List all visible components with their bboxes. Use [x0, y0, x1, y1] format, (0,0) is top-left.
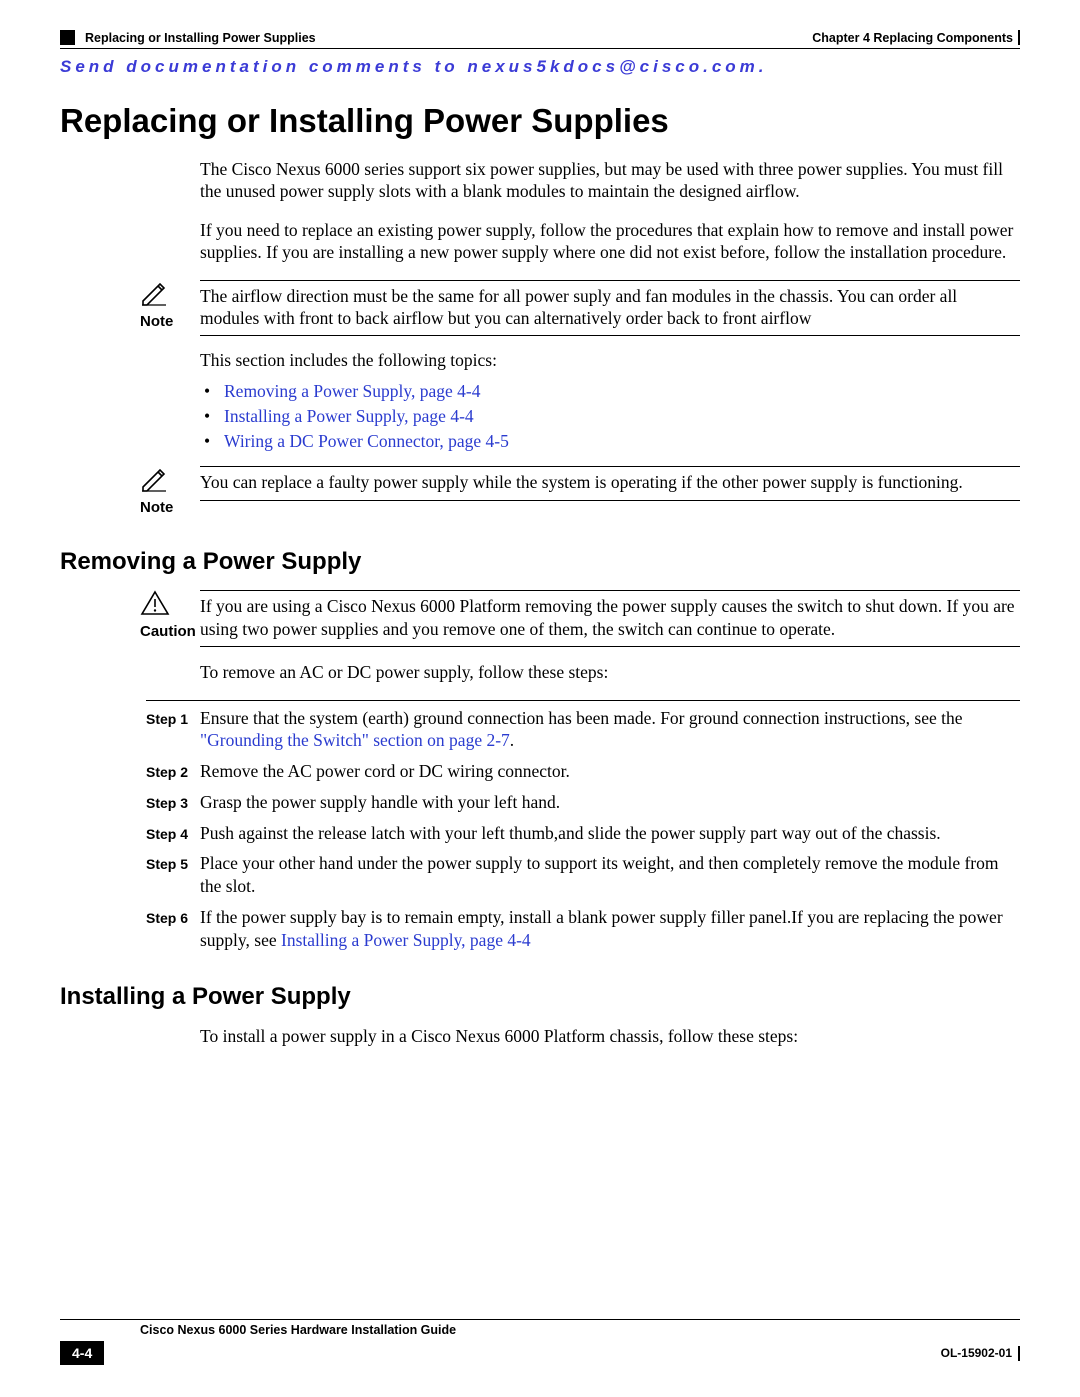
footer-divider-icon [1018, 1346, 1020, 1361]
intro-paragraph-1: The Cisco Nexus 6000 series support six … [200, 158, 1020, 203]
page-footer: Cisco Nexus 6000 Series Hardware Install… [60, 1319, 1020, 1365]
note-icon-column: Note [60, 280, 200, 330]
note-label: Note [140, 499, 200, 516]
step-label: Step 4 [146, 822, 200, 843]
remove-intro-text: To remove an AC or DC power supply, foll… [200, 661, 1020, 683]
header-square-icon [60, 30, 75, 45]
step-label: Step 2 [146, 760, 200, 781]
steps-rule [146, 700, 1020, 701]
header-left-block: Replacing or Installing Power Supplies [60, 30, 316, 45]
page-title: Replacing or Installing Power Supplies [60, 102, 1020, 140]
step-row: Step 2 Remove the AC power cord or DC wi… [146, 760, 1020, 783]
pencil-icon [140, 466, 168, 497]
step-row: Step 6 If the power supply bay is to rem… [146, 906, 1020, 952]
topics-list: Removing a Power Supply, page 4-4 Instal… [200, 381, 1020, 452]
step-row: Step 1 Ensure that the system (earth) gr… [146, 707, 1020, 753]
step-link[interactable]: Installing a Power Supply, page 4-4 [281, 930, 531, 950]
doc-id-text: OL-15902-01 [941, 1346, 1012, 1360]
footer-doc-title: Cisco Nexus 6000 Series Hardware Install… [140, 1323, 1020, 1337]
step-body: Remove the AC power cord or DC wiring co… [200, 760, 1020, 783]
step-label: Step 6 [146, 906, 200, 927]
footer-rule [60, 1319, 1020, 1320]
note-callout-2: Note You can replace a faulty power supp… [60, 466, 1020, 516]
step-body: Ensure that the system (earth) ground co… [200, 707, 1020, 753]
doc-id-block: OL-15902-01 [941, 1346, 1020, 1361]
note-label: Note [140, 313, 200, 330]
steps-block: Step 1 Ensure that the system (earth) gr… [146, 700, 1020, 952]
step-label: Step 3 [146, 791, 200, 812]
documentation-comments-line: Send documentation comments to nexus5kdo… [60, 57, 1020, 77]
intro-paragraph-2: If you need to replace an existing power… [200, 219, 1020, 264]
document-page: Replacing or Installing Power Supplies C… [0, 0, 1080, 1397]
header-right-block: Chapter 4 Replacing Components [812, 30, 1020, 45]
topic-item: Installing a Power Supply, page 4-4 [200, 406, 1020, 427]
section-heading-installing: Installing a Power Supply [60, 983, 1020, 1011]
step-text-pre: Ensure that the system (earth) ground co… [200, 708, 963, 728]
step-body: Grasp the power supply handle with your … [200, 791, 1020, 814]
note-body-1: The airflow direction must be the same f… [200, 280, 1020, 337]
step-text-post: . [510, 730, 514, 750]
caution-icon-column: Caution [60, 590, 200, 640]
note-callout-1: Note The airflow direction must be the s… [60, 280, 1020, 337]
header-chapter-label: Chapter 4 Replacing Components [812, 31, 1013, 45]
topic-item: Removing a Power Supply, page 4-4 [200, 381, 1020, 402]
topic-link[interactable]: Installing a Power Supply, page 4-4 [224, 406, 474, 426]
caution-triangle-icon [140, 590, 170, 621]
step-row: Step 4 Push against the release latch wi… [146, 822, 1020, 845]
topic-item: Wiring a DC Power Connector, page 4-5 [200, 431, 1020, 452]
caution-callout: Caution If you are using a Cisco Nexus 6… [60, 590, 1020, 647]
section-heading-removing: Removing a Power Supply [60, 548, 1020, 576]
footer-bottom-row: 4-4 OL-15902-01 [60, 1341, 1020, 1365]
step-link[interactable]: "Grounding the Switch" section on page 2… [200, 730, 510, 750]
step-row: Step 5 Place your other hand under the p… [146, 852, 1020, 898]
step-body: Place your other hand under the power su… [200, 852, 1020, 898]
note-body-2: You can replace a faulty power supply wh… [200, 466, 1020, 500]
header-rule [60, 48, 1020, 49]
page-header: Replacing or Installing Power Supplies C… [60, 30, 1020, 45]
header-section-label: Replacing or Installing Power Supplies [85, 31, 316, 45]
step-label: Step 1 [146, 707, 200, 728]
page-number-badge: 4-4 [60, 1341, 104, 1365]
caution-body: If you are using a Cisco Nexus 6000 Plat… [200, 590, 1020, 647]
step-body: If the power supply bay is to remain emp… [200, 906, 1020, 952]
header-divider-icon [1018, 30, 1020, 45]
topic-link[interactable]: Wiring a DC Power Connector, page 4-5 [224, 431, 509, 451]
step-row: Step 3 Grasp the power supply handle wit… [146, 791, 1020, 814]
install-intro-text: To install a power supply in a Cisco Nex… [200, 1025, 1020, 1047]
pencil-icon [140, 280, 168, 311]
caution-label: Caution [140, 623, 200, 640]
topics-lead: This section includes the following topi… [200, 350, 1020, 371]
step-body: Push against the release latch with your… [200, 822, 1020, 845]
topic-link[interactable]: Removing a Power Supply, page 4-4 [224, 381, 480, 401]
topics-block: This section includes the following topi… [200, 350, 1020, 452]
step-label: Step 5 [146, 852, 200, 873]
note-icon-column: Note [60, 466, 200, 516]
